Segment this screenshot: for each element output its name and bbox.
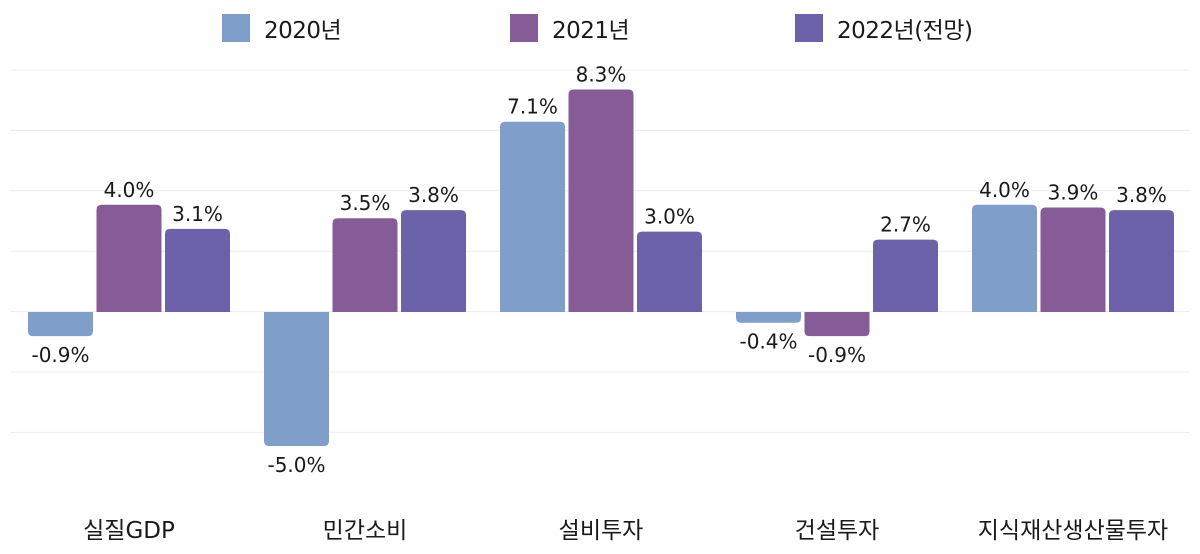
bar [96,204,162,312]
data-label: 3.5% [340,191,391,215]
legend-swatch-2021 [510,14,538,42]
category-label: 지식재산생산물투자 [978,518,1168,544]
bar [165,228,230,312]
legend-swatch-2022 [795,14,823,42]
data-label: -0.9% [808,343,866,367]
data-label: -0.9% [31,343,89,367]
legend-item-2021: 2021년 [510,10,630,46]
data-label: 3.9% [1048,180,1099,204]
legend-item-2022: 2022년(전망) [795,10,973,46]
data-label: 3.1% [172,202,223,226]
bar [28,312,93,337]
data-label: 3.8% [408,183,459,207]
data-label: -0.4% [739,330,797,354]
data-label: 7.1% [507,95,558,119]
bar [637,231,702,312]
legend-label-2020: 2020년 [264,18,342,44]
data-label: 4.0% [979,178,1030,202]
category-label: 민간소비 [323,518,408,544]
value-labels: -0.9% 4.0% 3.1% -5.0% 3.5% 3.8% 7.1% 8.3% 3.0% -0… [31,63,1166,477]
bar [736,312,801,323]
bar [332,218,398,312]
data-label: 3.8% [1116,183,1167,207]
data-label: 8.3% [576,63,627,87]
bar [401,210,466,312]
legend-swatch-2020 [222,14,250,42]
category-labels: 실질GDP 민간소비 설비투자 건설투자 지식재산생산물투자 [83,518,1168,544]
data-label: 2.7% [880,213,931,237]
bar [568,89,634,312]
data-label: -5.0% [267,453,325,477]
bar [1109,210,1174,312]
legend-label-2022: 2022년(전망) [837,18,973,44]
bar [972,204,1037,312]
legend-item-2020: 2020년 [222,10,342,46]
category-label: 실질GDP [83,518,175,544]
bar [1040,207,1106,312]
bar [804,312,870,337]
legend: 2020년 2021년 2022년(전망) [0,10,1200,46]
bar [264,312,329,446]
bars [28,89,1174,446]
category-label: 설비투자 [559,518,644,544]
bar [500,121,565,312]
category-label: 건설투자 [795,518,880,544]
legend-label-2021: 2021년 [552,18,630,44]
data-label: 3.0% [644,205,695,229]
data-label: 4.0% [104,178,155,202]
bar [873,239,938,312]
